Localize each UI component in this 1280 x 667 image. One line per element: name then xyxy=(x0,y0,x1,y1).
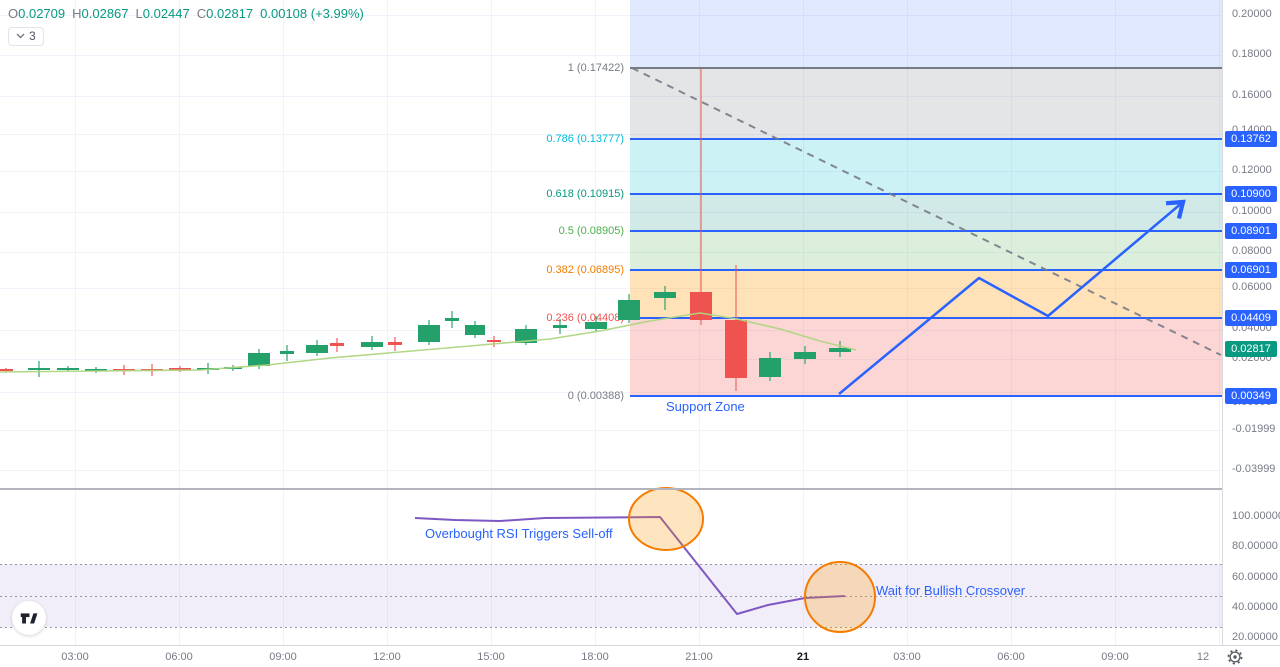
price-axis-label: -0.03999 xyxy=(1232,463,1276,475)
price-axis-label: 80.00000 xyxy=(1232,540,1278,552)
legend-close-value: 0.02817 xyxy=(206,6,254,21)
fib-level-line[interactable] xyxy=(630,395,1222,397)
time-axis-label: 15:00 xyxy=(477,651,505,663)
legend-open-value: 0.02709 xyxy=(18,6,66,21)
price-axis-label: 0.12000 xyxy=(1232,164,1272,176)
horizontal-gridline xyxy=(0,55,1222,56)
legend-close-label: C xyxy=(196,6,207,21)
price-axis-label: -0.01999 xyxy=(1232,423,1276,435)
price-axis-badge: 0.06901 xyxy=(1225,262,1277,278)
chevron-down-icon xyxy=(16,33,25,39)
price-axis-label: 20.00000 xyxy=(1232,631,1278,643)
time-axis-label: 12 xyxy=(1196,651,1210,663)
legend-low-label: L xyxy=(135,6,143,21)
price-axis-badge: 0.00349 xyxy=(1225,388,1277,404)
support-zone-annotation[interactable]: Support Zone xyxy=(666,399,745,414)
rsi-overbought-line xyxy=(0,564,1222,565)
legend-low-value: 0.02447 xyxy=(142,6,190,21)
price-axis-label: 0.16000 xyxy=(1232,89,1272,101)
horizontal-gridline xyxy=(0,171,1222,172)
price-axis-label: 40.00000 xyxy=(1232,601,1278,613)
overbought-annotation[interactable]: Overbought RSI Triggers Sell-off xyxy=(425,526,613,541)
fib-band xyxy=(630,0,1222,68)
price-axis-badge: 0.02817 xyxy=(1225,341,1277,357)
price-axis-label: 0.20000 xyxy=(1232,8,1272,20)
time-axis-label: 09:00 xyxy=(269,651,297,663)
legend-change: 0.00108 (+3.99%) xyxy=(260,6,364,21)
horizontal-gridline xyxy=(0,212,1222,213)
horizontal-gridline xyxy=(0,134,1222,135)
price-axis-badge: 0.13762 xyxy=(1225,131,1277,147)
legend-high-value: 0.02867 xyxy=(81,6,129,21)
fib-level-label: 0.5 (0.08905) xyxy=(558,225,624,237)
legend-high-label: H xyxy=(72,6,82,21)
time-axis-label: 12:00 xyxy=(373,651,401,663)
price-axis-badge: 0.10900 xyxy=(1225,186,1277,202)
price-axis[interactable]: 0.20000 0.18000 0.16000 0.14000 0.12000 0.100… xyxy=(1222,0,1280,645)
horizontal-gridline xyxy=(0,470,1222,471)
legend-open-label: O xyxy=(8,6,19,21)
horizontal-gridline xyxy=(0,252,1222,253)
legend-collapse-button[interactable]: 3 xyxy=(8,27,44,46)
fib-level-label: 0.618 (0.10915) xyxy=(546,188,624,200)
fib-level-label: 0.786 (0.13777) xyxy=(546,133,624,145)
horizontal-gridline xyxy=(0,430,1222,431)
price-axis-label: 0.08000 xyxy=(1232,245,1272,257)
horizontal-gridline xyxy=(0,392,1222,393)
price-axis-label: 100.00000 xyxy=(1232,510,1280,522)
price-axis-label: 60.00000 xyxy=(1232,571,1278,583)
tradingview-logo[interactable] xyxy=(12,601,46,635)
rsi-middle-line xyxy=(0,596,1222,597)
hidden-items-count: 3 xyxy=(29,29,36,43)
price-axis-label: 0.06000 xyxy=(1232,281,1272,293)
horizontal-gridline xyxy=(0,288,1222,289)
rsi-oversold-line xyxy=(0,627,1222,628)
bullish-crossover-annotation[interactable]: Wait for Bullish Crossover xyxy=(876,583,1026,598)
time-axis[interactable]: 03:00 06:00 09:00 12:00 15:00 18:00 21:00 21 03:… xyxy=(0,645,1280,667)
price-axis-badge: 0.04409 xyxy=(1225,310,1277,326)
time-axis-label: 03:00 xyxy=(61,651,89,663)
time-axis-label: 18:00 xyxy=(581,651,609,663)
price-axis-label: 0.18000 xyxy=(1232,48,1272,60)
pane-separator[interactable] xyxy=(0,488,1280,490)
horizontal-gridline xyxy=(0,96,1222,97)
price-axis-badge: 0.08901 xyxy=(1225,223,1277,239)
axis-settings-gear-icon[interactable] xyxy=(1227,649,1243,665)
ohlc-legend[interactable]: O0.02709 H0.02867 L0.02447 C0.02817 0.00108 … xyxy=(8,6,371,21)
time-axis-label: 21:00 xyxy=(685,651,713,663)
fib-level-label: 0 (0.00388) xyxy=(567,390,624,402)
fib-level-label: 0.382 (0.06895) xyxy=(546,264,624,276)
horizontal-gridline xyxy=(0,15,1222,16)
price-axis-label: 0.10000 xyxy=(1232,205,1272,217)
time-axis-label: 21 xyxy=(796,651,810,663)
time-axis-label: 06:00 xyxy=(997,651,1025,663)
time-axis-label: 06:00 xyxy=(165,651,193,663)
time-axis-label: 09:00 xyxy=(1101,651,1129,663)
tradingview-logo-icon xyxy=(20,613,38,624)
fib-level-label: 1 (0.17422) xyxy=(567,62,624,74)
time-axis-label: 03:00 xyxy=(893,651,921,663)
